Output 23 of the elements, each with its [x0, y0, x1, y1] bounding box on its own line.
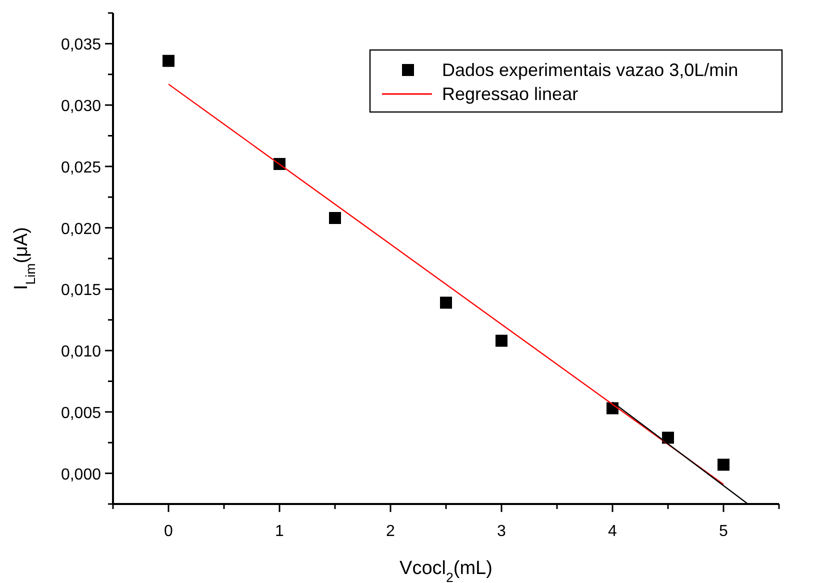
point — [329, 212, 341, 224]
legend-label: Regressao linear — [442, 84, 578, 104]
point — [718, 458, 730, 471]
point — [496, 334, 508, 347]
y-tick-label: 0,035 — [60, 36, 102, 54]
point — [440, 296, 452, 309]
x-tick-label: 4 — [608, 523, 618, 540]
legend-label: Dados experimentais vazao 3,0L/min — [442, 60, 738, 80]
y-tick-label: 0,030 — [60, 98, 102, 116]
x-tick-label: 2 — [386, 523, 396, 540]
x-tick-label: 1 — [275, 523, 284, 540]
y-tick-label: 0,020 — [60, 220, 102, 238]
x-tick-label: 0 — [164, 523, 174, 540]
y-tick-label: 0,025 — [60, 159, 102, 176]
x-tick-label: 5 — [719, 523, 728, 540]
y-tick-label: 0,000 — [60, 466, 102, 484]
point — [662, 432, 674, 444]
y-tick-label: 0,005 — [60, 404, 102, 422]
y-tick-label: 0,010 — [60, 344, 102, 361]
y-tick-label: 0,015 — [60, 282, 102, 300]
point — [162, 54, 174, 67]
x-tick-label: 3 — [497, 523, 506, 540]
x-axis-title: Vcocl$_{2}$(mL) — [400, 558, 492, 583]
